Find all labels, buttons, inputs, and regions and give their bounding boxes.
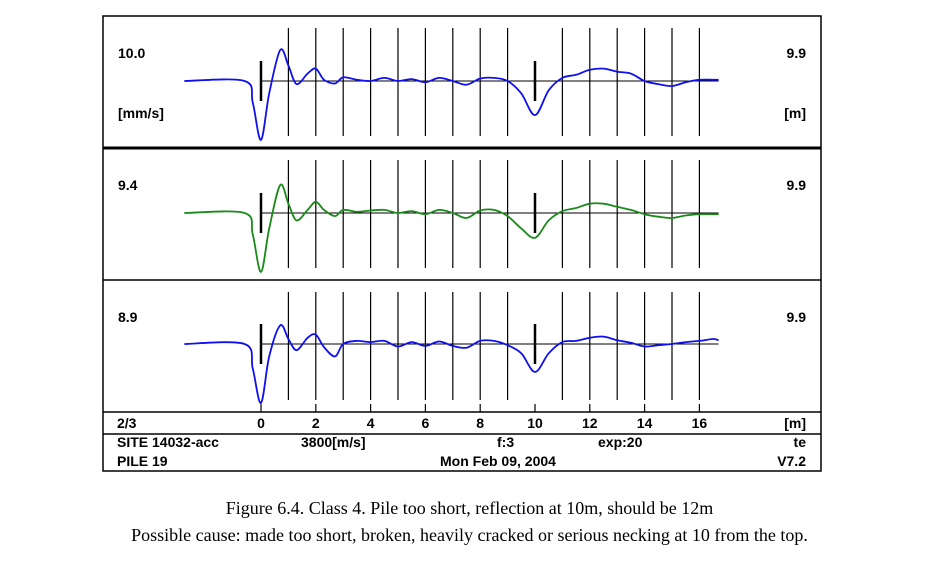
date-label: Mon Feb 09, 2004: [440, 453, 556, 469]
site-label: SITE 14032-acc: [117, 434, 219, 450]
x-tick-label-0: 0: [257, 415, 265, 431]
code-label: te: [794, 434, 807, 450]
velocity-trace-panel-2: [184, 183, 719, 273]
panel-3-left-label: 8.9: [118, 309, 138, 325]
velocity-trace-panel-3: [184, 324, 719, 404]
figure-caption-line-1: Figure 6.4. Class 4. Pile too short, ref…: [225, 498, 714, 518]
panel-2-right-label: 9.9: [787, 177, 807, 193]
x-tick-labels: 0 2 4 6 8 10 12 14 16: [257, 404, 707, 431]
figure-caption-line-2: Possible cause: made too short, broken, …: [131, 525, 808, 545]
x-tick-label-14: 14: [637, 415, 653, 431]
panel-1-right-unit: [m]: [784, 105, 806, 121]
x-tick-label-8: 8: [476, 415, 484, 431]
x-tick-label-10: 10: [527, 415, 543, 431]
panel-1-left-label: 10.0: [118, 45, 145, 61]
x-tick-label-2: 2: [312, 415, 320, 431]
x-tick-label-4: 4: [367, 415, 375, 431]
panel-1-right-label: 9.9: [787, 45, 807, 61]
panel-3-right-label: 9.9: [787, 309, 807, 325]
x-axis-unit: [m]: [784, 415, 806, 431]
filter-label: f:3: [497, 434, 514, 450]
pile-label: PILE 19: [117, 453, 168, 469]
version-label: V7.2: [777, 453, 806, 469]
traces: [184, 48, 719, 404]
wave-speed-label: 3800[m/s]: [301, 434, 366, 450]
x-tick-label-6: 6: [422, 415, 430, 431]
trace-index: 2/3: [117, 415, 137, 431]
exp-label: exp:20: [598, 434, 643, 450]
x-tick-label-16: 16: [692, 415, 708, 431]
chart-frame: [102, 15, 822, 472]
x-tick-label-12: 12: [582, 415, 598, 431]
velocity-trace-panel-1: [184, 48, 719, 141]
markers: [259, 61, 537, 364]
panel-2-left-label: 9.4: [118, 177, 138, 193]
panel-1-left-unit: [mm/s]: [118, 105, 164, 121]
